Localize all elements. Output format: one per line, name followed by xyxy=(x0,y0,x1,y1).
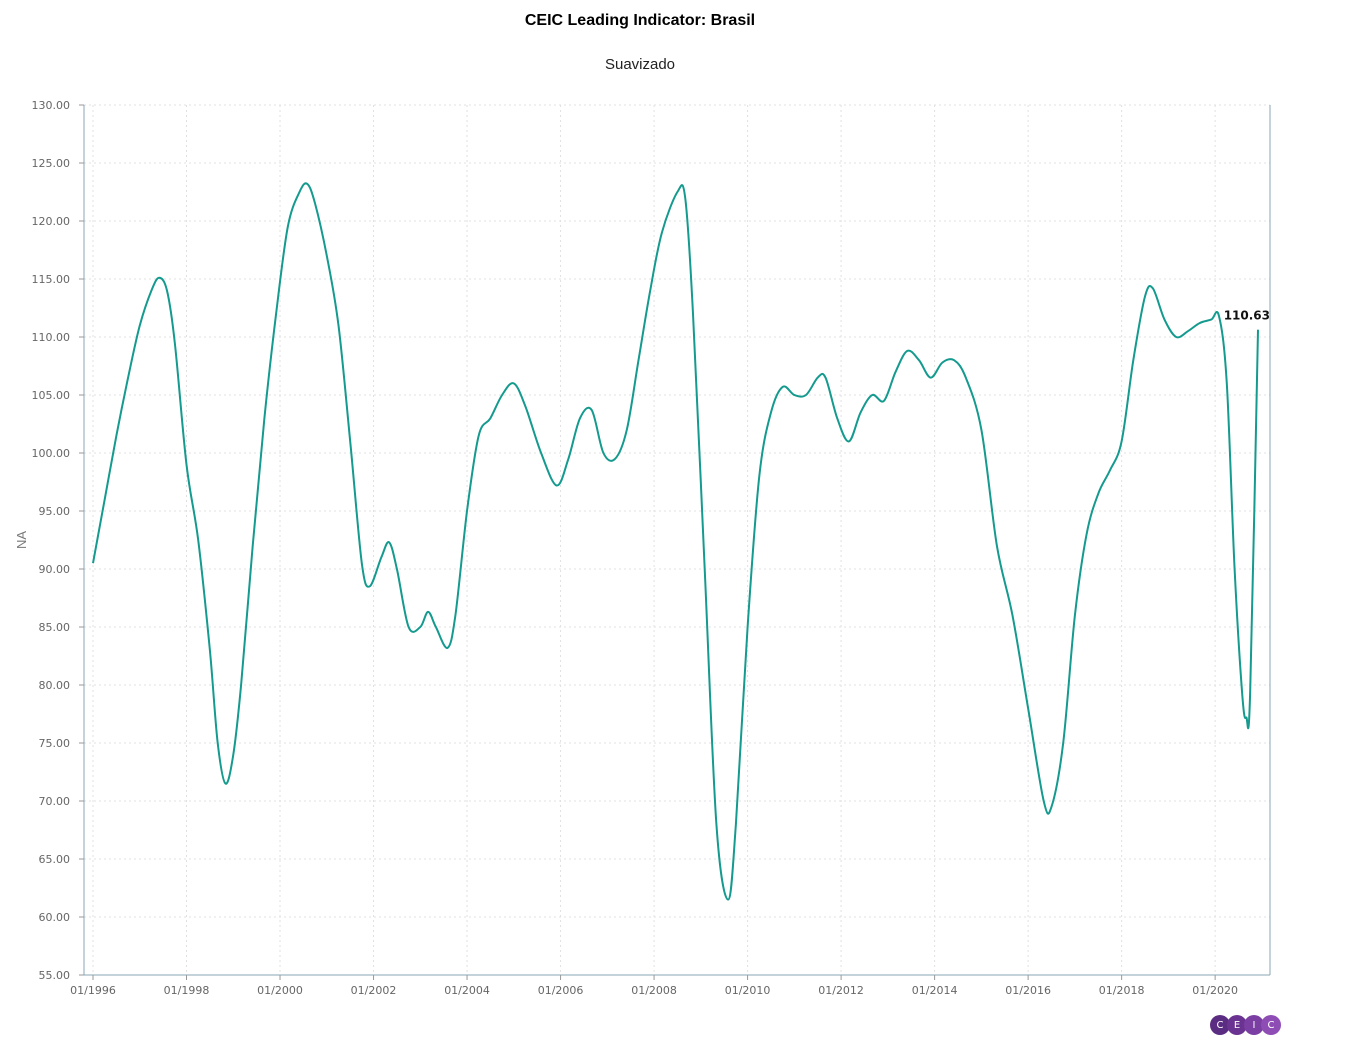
y-tick-label: 100.00 xyxy=(32,447,71,460)
y-tick-label: 115.00 xyxy=(32,273,71,286)
x-tick-label: 01/2004 xyxy=(444,984,490,997)
y-tick-label: 125.00 xyxy=(32,157,71,170)
x-tick-label: 01/2006 xyxy=(538,984,584,997)
x-tick-label: 01/2008 xyxy=(631,984,677,997)
y-tick-label: 105.00 xyxy=(32,389,71,402)
y-tick-label: 85.00 xyxy=(39,621,71,634)
y-tick-label: 60.00 xyxy=(39,911,71,924)
chart-title: CEIC Leading Indicator: Brasil xyxy=(524,12,756,29)
y-tick-label: 70.00 xyxy=(39,795,71,808)
x-tick-label: 01/1998 xyxy=(164,984,210,997)
logo-letter: E xyxy=(1227,1015,1247,1035)
logo-letter: I xyxy=(1244,1015,1264,1035)
x-tick-label: 01/2012 xyxy=(818,984,864,997)
x-tick-label: 01/1996 xyxy=(70,984,116,997)
logo-letter: C xyxy=(1210,1015,1230,1035)
chart-subtitle: Suavizado xyxy=(604,56,676,73)
x-tick-label: 01/2000 xyxy=(257,984,303,997)
y-tick-label: 110.00 xyxy=(32,331,71,344)
x-tick-label: 01/2018 xyxy=(1099,984,1145,997)
y-tick-label: 65.00 xyxy=(39,853,71,866)
x-tick-label: 01/2016 xyxy=(1005,984,1051,997)
x-axis-ticks: 01/1996 01/1998 01/2000 01/2002 01/2004 01/20… xyxy=(70,975,1238,997)
logo-letter: C xyxy=(1261,1015,1281,1035)
y-axis-label: NA xyxy=(14,531,29,549)
y-tick-label: 95.00 xyxy=(39,505,71,518)
y-tick-label: 90.00 xyxy=(39,563,71,576)
grid-lines xyxy=(84,104,1270,976)
y-tick-label: 120.00 xyxy=(32,215,71,228)
last-value-label: 110.63 xyxy=(1224,309,1270,323)
y-tick-label: 80.00 xyxy=(39,679,71,692)
y-tick-label: 75.00 xyxy=(39,737,71,750)
x-tick-label: 01/2002 xyxy=(351,984,397,997)
y-tick-label: 130.00 xyxy=(32,99,71,112)
y-tick-label: 55.00 xyxy=(39,969,71,982)
y-axis-ticks: 55.00 60.00 65.00 70.00 75.00 80.00 85.00 90.00… xyxy=(32,99,84,982)
axes xyxy=(83,105,1271,976)
x-tick-label: 01/2010 xyxy=(725,984,771,997)
x-tick-label: 01/2014 xyxy=(912,984,958,997)
x-tick-label: 01/2020 xyxy=(1192,984,1238,997)
series-line xyxy=(92,182,1259,901)
